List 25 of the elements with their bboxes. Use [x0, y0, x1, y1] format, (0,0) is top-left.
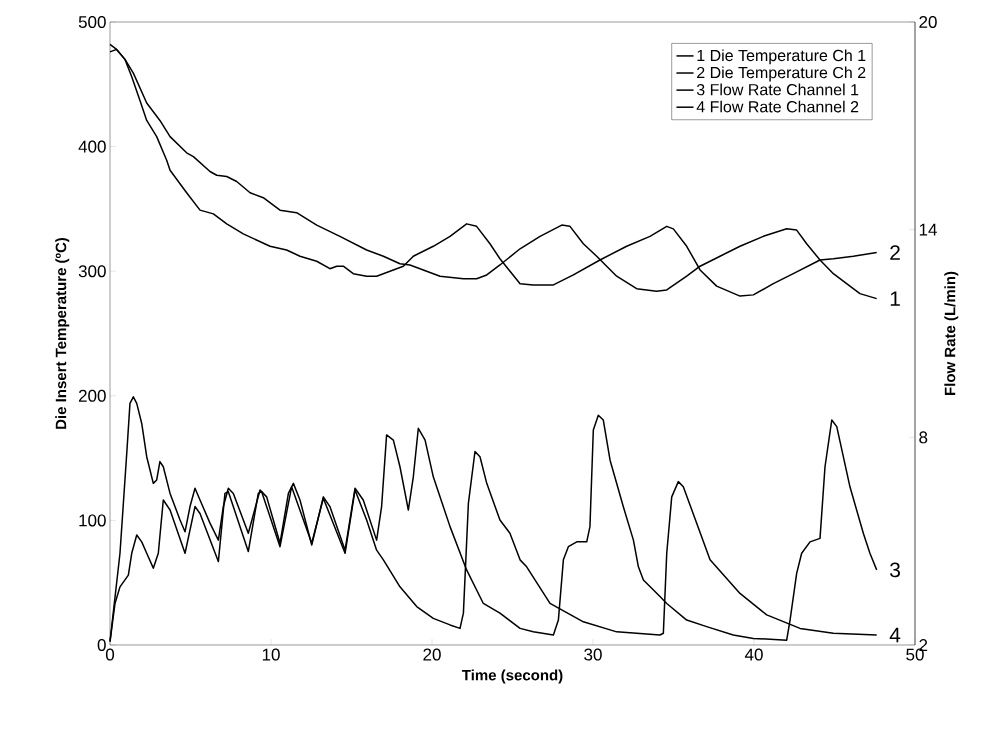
x-tick-label: 40 — [744, 648, 763, 661]
annotation: 1 — [890, 291, 900, 306]
legend-label: 1 Die Temperature Ch 1 — [697, 49, 866, 65]
annotation: 3 — [890, 562, 900, 578]
x-axis-title: Time (second) — [461, 669, 563, 684]
annotation: 4 — [889, 627, 901, 643]
y-tick-label: 200 — [78, 389, 106, 402]
legend-label: 4 Flow Rate Channel 2 — [696, 100, 859, 113]
y2-tick-label: 14 — [919, 223, 937, 236]
y-axis-title: Die Insert Temperature (ºC) — [55, 237, 70, 429]
x-tick-label: 30 — [584, 648, 602, 661]
y2-tick-label: 20 — [919, 15, 937, 29]
x-tick-label: 0 — [105, 648, 115, 661]
annotation: 2 — [890, 245, 900, 260]
y-tick-label: 500 — [78, 15, 106, 29]
y-tick-label: 300 — [78, 265, 106, 278]
y-tick-label: 0 — [97, 638, 106, 652]
y-tick-label: 100 — [79, 514, 106, 527]
x-tick-label: 20 — [423, 648, 441, 661]
legend-label: 3 Flow Rate Channel 1 — [696, 83, 859, 96]
x-tick-label: 10 — [262, 648, 280, 661]
y2-tick-label: 8 — [919, 431, 928, 444]
legend-label: 2 Die Temperature Ch 2 — [697, 66, 866, 82]
y-tick-label: 400 — [78, 140, 106, 153]
y2-axis-title: Flow Rate (L/min) — [944, 271, 959, 395]
